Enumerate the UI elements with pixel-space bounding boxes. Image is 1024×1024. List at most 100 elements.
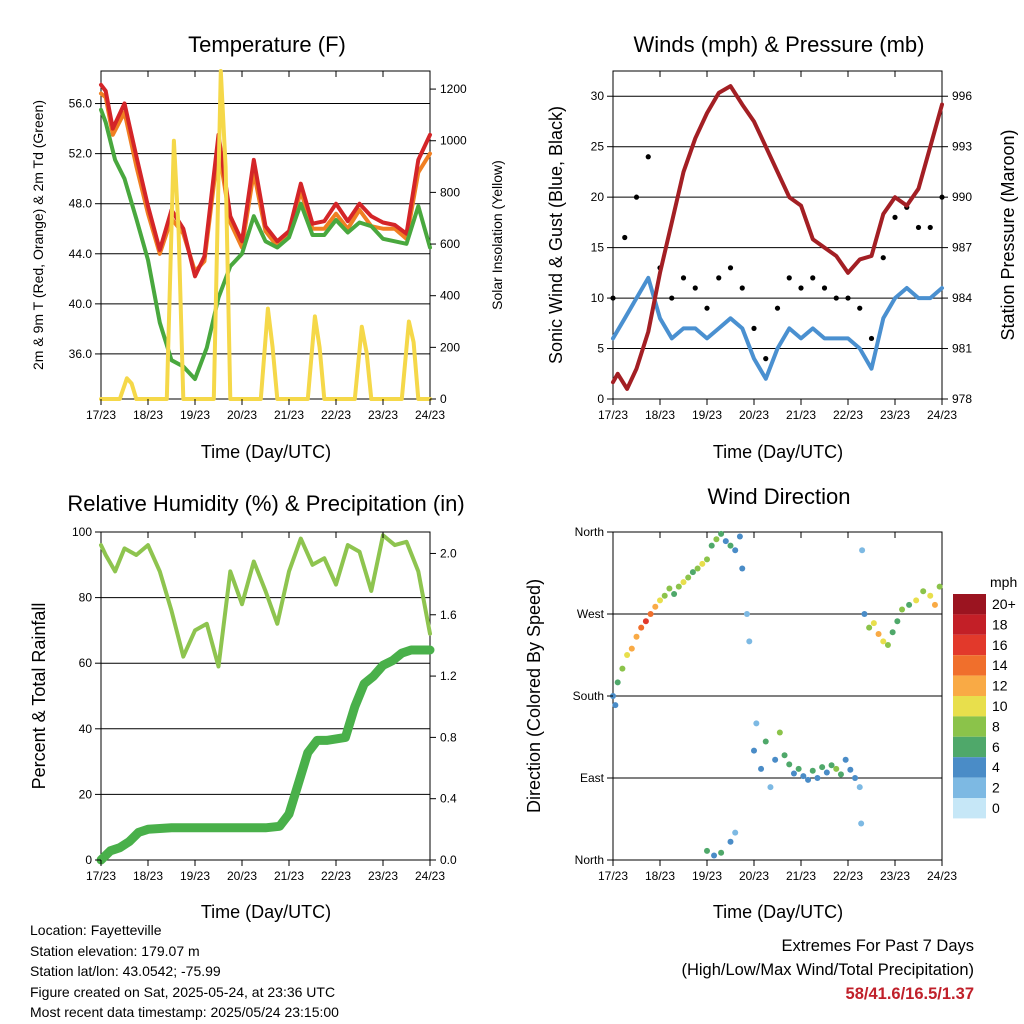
legend-swatch xyxy=(953,777,986,798)
legend-swatch xyxy=(953,757,986,778)
y2-tick-label: 400 xyxy=(440,289,460,303)
direction-point xyxy=(732,547,739,554)
y-tick-label: 36.0 xyxy=(69,347,93,361)
series-point-gust xyxy=(857,305,863,311)
x-tick-label: 23/23 xyxy=(368,408,398,422)
y-tick-label: 0 xyxy=(597,392,604,406)
legend-label: 18 xyxy=(992,616,1008,632)
x-tick-label: 23/23 xyxy=(880,408,910,422)
y-tick-label: 20 xyxy=(591,190,605,204)
series-line-t9m xyxy=(99,91,432,274)
y-tick-label: 80 xyxy=(79,591,93,605)
direction-point xyxy=(647,611,654,617)
wind-direction-xlabel: Time (Day/UTC) xyxy=(713,902,843,922)
series-point-gust xyxy=(669,295,675,301)
wind-speed-legend: mph 20+ 18 16 14 12 10 8 6 4 2 0 xyxy=(953,574,1017,819)
temperature-series xyxy=(99,69,432,401)
x-tick-label: 19/23 xyxy=(692,869,722,883)
y2-tick-label: 0 xyxy=(440,392,447,406)
direction-point xyxy=(899,606,906,613)
series-line-pressure xyxy=(611,84,944,391)
direction-point xyxy=(906,601,913,608)
direction-point xyxy=(805,776,812,783)
temperature-ylabel: 2m & 9m T (Red, Orange) & 2m Td (Green) xyxy=(30,100,46,370)
y-tick-label: 10 xyxy=(591,291,605,305)
direction-point xyxy=(727,838,734,845)
direction-point xyxy=(758,765,765,772)
legend-swatch xyxy=(953,675,986,696)
direction-point xyxy=(781,752,788,759)
direction-point xyxy=(751,747,757,754)
series-point-gust xyxy=(680,275,687,281)
direction-point xyxy=(795,765,802,772)
direction-point xyxy=(739,565,746,572)
recent-data-timestamp: Most recent data timestamp: 2025/05/24 2… xyxy=(30,1004,339,1020)
x-tick-label: 22/23 xyxy=(833,408,863,422)
winds-panel: Winds (mph) & Pressure (mb) 0 5 10 15 20 25 30… xyxy=(546,32,1018,462)
direction-point xyxy=(852,775,859,781)
direction-point xyxy=(819,764,826,771)
direction-point xyxy=(704,847,710,854)
figure-created: Figure created on Sat, 2025-05-24, at 23… xyxy=(30,983,336,1000)
direction-point xyxy=(833,765,840,772)
humidity-axes: 0 20 40 60 80 100 0.0 0.4 0.8 1.2 1.6 2.0 17/23 18/23… xyxy=(72,525,457,883)
series-point-gust xyxy=(810,275,816,281)
winds-ylabel: Sonic Wind & Gust (Blue, Black) xyxy=(546,106,566,364)
wind-direction-title: Wind Direction xyxy=(707,484,850,509)
series-point-gust xyxy=(892,214,898,220)
station-elevation: Station elevation: 179.07 m xyxy=(30,942,200,959)
series-point-gust xyxy=(868,335,875,342)
y2-tick-label: 987 xyxy=(952,241,972,255)
temperature-ylabel-right: Solar Insolation (Yellow) xyxy=(489,160,505,310)
legend-swatch xyxy=(953,736,986,758)
y2-tick-label: 1.6 xyxy=(440,608,457,622)
direction-point xyxy=(704,556,710,563)
x-tick-label: 21/23 xyxy=(274,869,304,883)
x-tick-label: 19/23 xyxy=(180,408,210,422)
direction-point xyxy=(732,829,739,836)
winds-ylabel-right: Station Pressure (Maroon) xyxy=(998,129,1018,340)
x-tick-label: 20/23 xyxy=(739,408,769,422)
x-tick-label: 22/23 xyxy=(833,869,863,883)
series-point-gust xyxy=(739,285,745,291)
legend-swatch xyxy=(953,696,986,717)
direction-point xyxy=(790,770,797,777)
legend-label: 4 xyxy=(992,759,1000,775)
x-tick-label: 24/23 xyxy=(415,408,445,422)
y-tick-label: West xyxy=(577,607,605,621)
direction-point xyxy=(875,631,882,638)
temperature-xlabel: Time (Day/UTC) xyxy=(201,442,331,462)
direction-point xyxy=(884,641,891,648)
y2-tick-label: 984 xyxy=(952,291,972,305)
series-point-gust xyxy=(845,295,851,301)
direction-point xyxy=(746,638,753,645)
y2-tick-label: 600 xyxy=(440,237,460,251)
direction-point xyxy=(859,547,866,554)
wind-direction-grid xyxy=(613,531,942,861)
direction-point xyxy=(894,618,901,625)
y2-tick-label: 981 xyxy=(952,342,972,356)
temperature-plot-frame xyxy=(100,70,431,400)
x-tick-label: 18/23 xyxy=(133,869,163,883)
direction-point xyxy=(699,560,706,567)
y2-tick-label: 1.2 xyxy=(440,669,457,683)
direction-point xyxy=(680,579,687,586)
direction-point xyxy=(633,633,640,640)
y-tick-label: East xyxy=(580,771,605,785)
station-info: Location: Fayetteville Station elevation… xyxy=(30,920,339,1023)
direction-point xyxy=(718,530,725,537)
direction-point xyxy=(880,638,887,645)
legend-label: 8 xyxy=(992,718,1000,734)
direction-point xyxy=(652,603,659,610)
series-line-rh xyxy=(99,533,432,669)
direction-point xyxy=(927,592,934,599)
x-tick-label: 23/23 xyxy=(368,869,398,883)
direction-point xyxy=(762,738,769,745)
wind-direction-series xyxy=(610,530,943,859)
series-point-gust xyxy=(833,295,839,301)
direction-point xyxy=(713,536,720,543)
direction-point xyxy=(931,601,938,608)
x-tick-label: 17/23 xyxy=(86,408,116,422)
x-tick-label: 24/23 xyxy=(927,408,957,422)
series-point-gust xyxy=(915,224,922,231)
